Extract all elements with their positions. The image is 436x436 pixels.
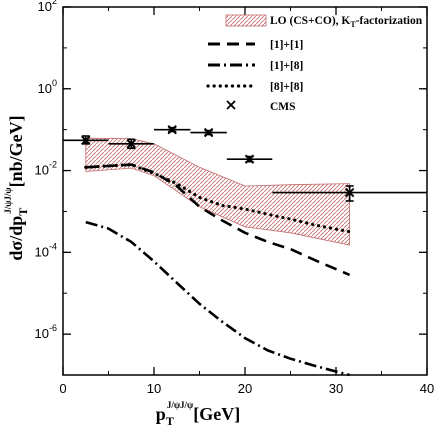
- legend-label-cms: CMS: [270, 101, 296, 113]
- cms-point-4: [226, 154, 273, 164]
- y-axis-title-main: dσ/dp: [6, 216, 26, 261]
- legend-swatch-cms-marker: [226, 100, 236, 110]
- x-tick-label-4: 40: [420, 381, 434, 396]
- cms-point-0: [63, 135, 109, 145]
- x-axis-title-unit: [GeV]: [193, 404, 240, 424]
- x-axis-title-main: p: [156, 404, 166, 424]
- series-line-2: [84, 162, 352, 234]
- data-points-layer: [63, 124, 427, 202]
- x-axis-title: pT J/ψJ/ψ[GeV]: [156, 400, 240, 428]
- legend-label-series-2: [8]+[8]: [270, 81, 303, 93]
- y-tick-label-base: 10: [38, 0, 52, 14]
- x-tick-label-1: 10: [147, 381, 161, 396]
- y-tick-label-base: 10: [35, 163, 49, 178]
- series-line-1: [85, 220, 350, 377]
- y-tick-label-exponent: -2: [49, 160, 57, 170]
- y-tick-label-exponent: -6: [49, 323, 57, 333]
- legend-band-name-suffix: -factorization: [356, 15, 423, 27]
- y-tick-label-2: 10-2: [35, 160, 57, 178]
- cms-marker-b-1: [126, 139, 136, 149]
- legend-swatch-band: [225, 14, 267, 27]
- cms-marker-b-4: [244, 154, 255, 164]
- y-axis-title-sup: J/ψJ/ψ: [3, 187, 13, 214]
- x-axis-title-sup: J/ψJ/ψ: [167, 400, 194, 410]
- y-tick-label-exponent: 0: [52, 78, 57, 88]
- y-tick-label-0: 102: [38, 0, 57, 14]
- y-tick-label-base: 10: [35, 244, 49, 259]
- legend-label-band: LO (CS+CO), KT-factorization: [270, 15, 423, 29]
- x-axis-title-sub: T: [166, 414, 174, 428]
- y-tick-label-1: 100: [38, 78, 57, 96]
- x-tick-label-3: 30: [329, 381, 343, 396]
- cms-point-1: [108, 138, 154, 150]
- y-tick-label-exponent: 2: [52, 0, 57, 6]
- y-tick-label-4: 10-6: [35, 323, 57, 341]
- cms-marker-b-2: [167, 124, 177, 135]
- cms-marker-b-0: [81, 135, 91, 145]
- cms-marker-b-5: [344, 187, 355, 198]
- cms-point-5: [272, 185, 427, 202]
- legend-label-series-1: [1]+[8]: [270, 60, 303, 72]
- series-layer: [84, 162, 352, 377]
- legend-band-name: LO (CS+CO), K: [270, 15, 350, 27]
- legend: LO (CS+CO), KT-factorization [1]+[1] [1]…: [206, 14, 423, 113]
- y-axis-title-unit: [nb/GeV]: [6, 115, 26, 187]
- y-tick-label-3: 10-4: [35, 241, 57, 259]
- y-tick-label-exponent: -4: [49, 241, 57, 251]
- cms-point-2: [154, 124, 191, 135]
- cms-point-3: [190, 127, 227, 138]
- y-axis-title: dσ/dpTJ/ψJ/ψ[nb/GeV]: [3, 115, 30, 260]
- legend-band-name-sub: T: [350, 20, 356, 29]
- y-tick-label-base: 10: [35, 326, 49, 341]
- y-axis-title-sub: T: [16, 208, 30, 216]
- legend-label-series-0: [1]+[1]: [270, 39, 303, 51]
- y-tick-label-base: 10: [38, 81, 52, 96]
- x-tick-label-0: 0: [59, 381, 66, 396]
- x-tick-label-2: 20: [238, 381, 252, 396]
- cms-marker-b-3: [203, 127, 214, 138]
